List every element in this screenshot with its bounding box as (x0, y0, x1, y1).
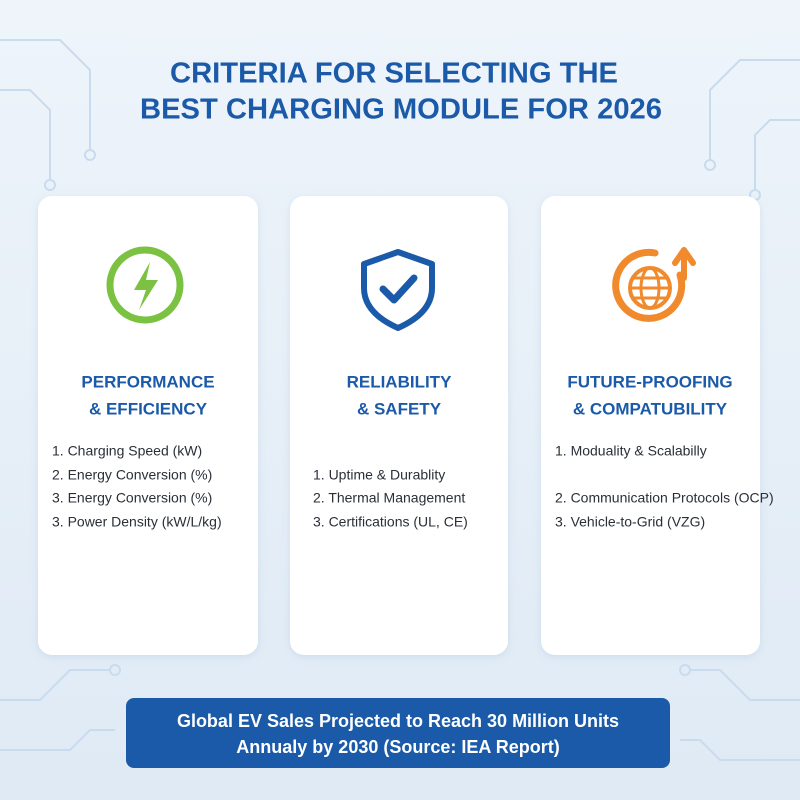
globe-icon (612, 247, 696, 322)
shield-icon (361, 249, 435, 331)
card-item: 3. Energy Conversion (%) (52, 490, 212, 506)
card (541, 196, 760, 655)
card-item: 3. Power Density (kW/L/kg) (52, 514, 222, 530)
card (38, 196, 258, 655)
card-item: 3. Vehicle-to-Grid (VZG) (555, 514, 705, 530)
card-heading: & SAFETY (357, 399, 442, 418)
card-heading: FUTURE-PROOFING (567, 372, 732, 391)
title-line: BEST CHARGING MODULE FOR 2026 (140, 94, 662, 126)
card (290, 196, 508, 655)
card-heading: & EFFICIENCY (89, 399, 208, 418)
card-heading: PERFORMANCE (81, 372, 214, 391)
card-item: 1. Charging Speed (kW) (52, 443, 202, 459)
card-item: 2. Energy Conversion (%) (52, 467, 212, 483)
footer-line: Annualy by 2030 (Source: IEA Report) (236, 737, 559, 757)
card-item: 1. Uptime & Durablity (313, 467, 445, 483)
circuit-decoration (0, 39, 800, 761)
card-item: 2. Communication Protocols (OCP) (555, 490, 774, 506)
footer-banner (126, 698, 670, 768)
card-item: 3. Certifications (UL, CE) (313, 514, 468, 530)
card-item: 1. Moduality & Scalabilly (555, 443, 707, 459)
card-item: 2. Thermal Management (313, 490, 465, 506)
card-heading: RELIABILITY (347, 372, 452, 391)
footer-line: Global EV Sales Projected to Reach 30 Mi… (177, 711, 619, 731)
title-line: CRITERIA FOR SELECTING THE (170, 58, 618, 90)
lightning-icon (106, 246, 184, 324)
card-heading: & COMPATUBILITY (573, 399, 728, 418)
